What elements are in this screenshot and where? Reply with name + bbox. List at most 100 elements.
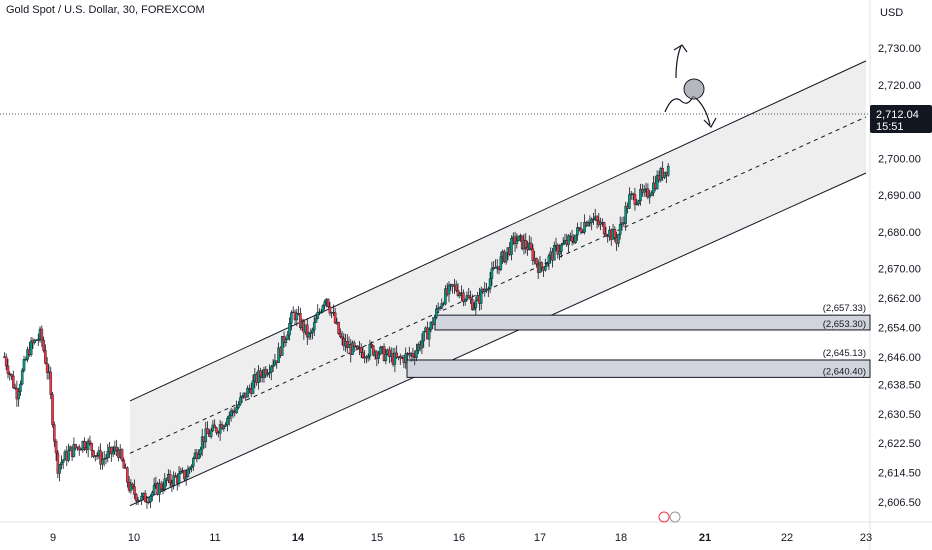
candle-body [311,329,314,333]
candle-body [648,195,652,198]
candle-body [429,321,433,330]
candle-body [52,424,56,442]
candle-body [56,452,60,474]
candle-body [222,426,226,430]
y-tick-label: 2,690.00 [878,190,921,202]
candle-body [288,323,291,336]
x-tick-label: 21 [699,532,711,544]
candle-body [510,238,513,255]
candle-body [33,339,36,344]
candle-body [568,235,572,237]
candle-body [226,418,229,425]
candle-body [151,492,154,497]
candle-body [143,493,147,503]
candle-body [326,298,330,307]
candle-body [420,340,424,349]
candle-body [133,486,136,495]
candle-body [422,331,426,342]
candle-body [595,216,599,221]
candle-body [650,192,653,196]
candle-body [618,224,622,235]
candle-body [147,501,151,503]
candle-body [183,469,186,480]
candle-body [351,342,354,355]
candle-body [61,459,65,463]
candle-body [517,235,520,242]
candle-body [529,242,533,250]
candle-body [655,174,659,190]
candle-body [197,454,200,459]
candle-body [404,353,408,364]
candle-body [463,299,467,303]
candle-body [79,449,83,451]
candle-body [152,485,156,493]
candle-body [206,428,209,434]
candle-body [77,446,81,450]
candle-body [319,311,323,313]
candle-body [368,344,372,357]
candle-body [269,366,273,373]
candle-body [20,370,24,385]
projection-wave [664,95,694,113]
candle-body [49,371,53,395]
candle-body [251,380,255,394]
candle-body [487,288,490,291]
candle-body [470,298,474,310]
candle-body [86,440,90,450]
candle-body [174,475,177,478]
candle-body [602,222,606,235]
up-arrow-head [673,44,688,53]
candle-body [384,353,388,361]
y-tick-label: 2,680.00 [878,227,921,239]
candle-body [462,292,465,303]
x-tick-label: 18 [615,532,627,544]
candle-body [535,257,538,265]
candle-body [172,475,175,486]
x-tick-label: 16 [453,532,465,544]
candle-body [415,350,418,358]
y-tick-label: 2,614.50 [878,468,921,480]
candle-body [570,236,574,242]
candle-body [617,234,620,244]
candle-body [388,349,391,357]
candle-body [134,494,138,502]
candle-body [560,244,563,252]
candle-body [213,424,216,429]
candle-body [238,397,242,405]
up-arrow-shaft [675,45,682,79]
candle-body [372,345,375,356]
candle-body [177,473,181,484]
candle-body [635,203,639,205]
candle-body [131,483,135,487]
candle-body [186,469,190,478]
candle-body [110,446,113,455]
candle-body [24,359,28,361]
x-tick-label: 15 [371,532,383,544]
candle-body [246,388,249,398]
x-tick-label: 23 [860,532,872,544]
candle-body [101,458,104,465]
last-price-value: 2,712.04 [876,109,919,121]
candle-body [188,467,192,471]
x-tick-label: 14 [292,532,305,544]
candle-body [266,372,269,376]
candle-body [474,300,478,309]
candle-body [577,227,581,229]
candle-body [140,495,143,501]
candle-body [581,231,585,234]
candle-body [168,474,172,484]
candle-body [639,188,642,202]
candle-body [17,391,20,400]
candle-body [467,295,471,298]
candle-body [191,458,195,467]
candle-body [393,352,397,365]
candle-body [12,375,15,388]
candle-body [92,450,95,457]
candle-body [637,200,640,205]
candle-body [264,369,268,376]
candle-body [115,446,118,451]
candle-body [40,328,44,341]
chart-title: Gold Spot / U.S. Dollar, 30, FOREXCOM [6,4,205,16]
candle-body [224,424,227,427]
